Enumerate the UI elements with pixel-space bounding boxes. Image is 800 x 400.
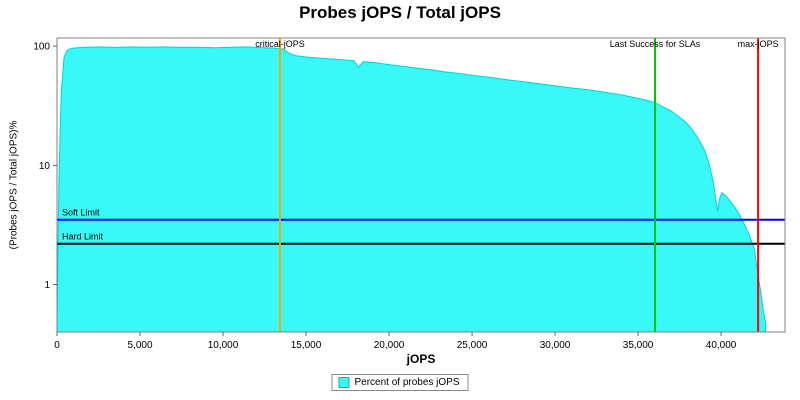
x-tick-label: 30,000 — [540, 340, 571, 351]
legend-label: Percent of probes jOPS — [354, 377, 460, 388]
chart-title: Probes jOPS / Total jOPS — [299, 3, 501, 22]
y-tick-label: 1 — [44, 280, 50, 291]
y-tick-label: 10 — [39, 161, 51, 172]
area-series-percent-of-probes-jops — [56, 46, 767, 333]
x-axis-label: jOPS — [406, 352, 436, 366]
x-tick-label: 40,000 — [706, 340, 737, 351]
x-tick-label: 15,000 — [291, 340, 322, 351]
hline-label-hard-limit: Hard Limit — [62, 232, 104, 242]
hline-label-soft-limit: Soft Limit — [62, 208, 100, 218]
x-tick-label: 0 — [54, 340, 60, 351]
x-tick-label: 5,000 — [127, 340, 152, 351]
vline-label-max-jops: max-jOPS — [738, 39, 779, 49]
x-tick-label: 25,000 — [457, 340, 488, 351]
plot-border — [56, 37, 786, 333]
x-tick-label: 20,000 — [374, 340, 405, 351]
legend-swatch-icon — [338, 377, 350, 388]
x-tick-label: 10,000 — [208, 340, 239, 351]
legend: Percent of probes jOPS — [331, 374, 469, 391]
vline-label-critical-jops: critical-jOPS — [255, 39, 305, 49]
y-tick-label: 100 — [33, 42, 50, 53]
x-tick-label: 35,000 — [623, 340, 654, 351]
vline-label-last-success-for-slas: Last Success for SLAs — [610, 39, 701, 49]
